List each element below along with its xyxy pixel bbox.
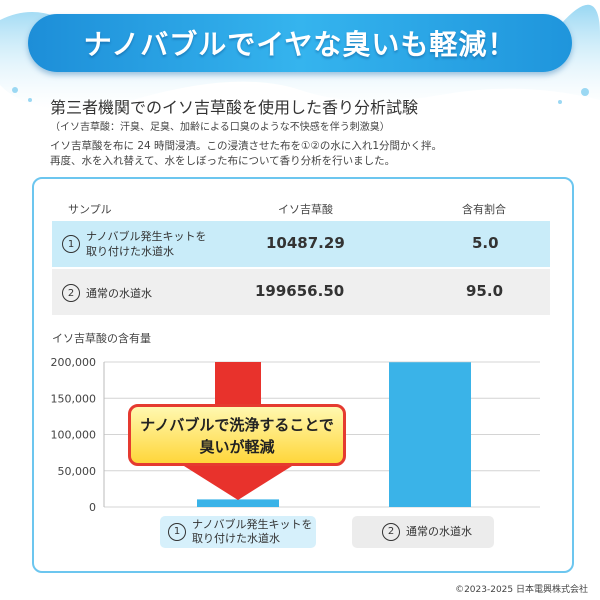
- callout-box: ナノバブルで洗浄することで 臭いが軽減: [128, 404, 346, 466]
- category-label-1: 1 ナノバブル発生キットを 取り付けた水道水: [160, 516, 316, 548]
- ratio-value: 95.0: [466, 282, 504, 300]
- circled-number: 1: [62, 235, 80, 253]
- description-line-1: イソ吉草酸を布に 24 時間浸漬。この浸漬させた布を①②の水に入れ1分間かく拌。: [50, 140, 443, 152]
- circled-number: 1: [168, 523, 186, 541]
- header-ratio: 含有割合: [462, 203, 506, 216]
- y-tick-label: 50,000: [58, 465, 97, 478]
- copyright: ©2023-2025 日本電興株式会社: [455, 585, 588, 595]
- callout-line-2: 臭いが軽減: [199, 438, 275, 456]
- description-line-2: 再度、水を入れ替えて、水をしぼった布について香り分析を行いました。: [50, 155, 396, 167]
- y-tick-label: 200,000: [51, 356, 97, 369]
- sample-cell: 2 通常の水道水: [62, 284, 152, 302]
- table-row: 1 ナノバブル発生キットを 取り付けた水道水 10487.29 5.0: [52, 221, 550, 267]
- bar: [389, 362, 471, 507]
- headline-text: ナノバブルでイヤな臭いも軽減！: [83, 28, 517, 61]
- chart-title: イソ吉草酸の含有量: [52, 332, 151, 345]
- isovaleric-value: 199656.50: [255, 282, 345, 300]
- category-line1: 通常の水道水: [406, 525, 472, 538]
- bar: [197, 499, 279, 507]
- callout-text: ナノバブルで洗浄することで 臭いが軽減: [131, 414, 343, 458]
- category-line2: 取り付けた水道水: [192, 532, 280, 545]
- y-tick-label: 0: [89, 501, 96, 514]
- isovaleric-value: 10487.29: [266, 234, 345, 252]
- isovaleric-note: （イソ吉草酸：汗臭、足臭、加齢による口臭のような不快感を伴う刺激臭）: [50, 122, 390, 133]
- category-line1: ナノバブル発生キットを: [192, 518, 313, 531]
- table-row: 2 通常の水道水 199656.50 95.0: [52, 269, 550, 315]
- test-description: イソ吉草酸を布に 24 時間浸漬。この浸漬させた布を①②の水に入れ1分間かく拌。…: [50, 139, 442, 169]
- y-tick-label: 100,000: [51, 429, 97, 442]
- category-label-2: 2 通常の水道水: [352, 516, 494, 548]
- circled-number: 2: [62, 284, 80, 302]
- ratio-value: 5.0: [472, 234, 499, 252]
- circled-number: 2: [382, 523, 400, 541]
- header-isovaleric: イソ吉草酸: [278, 203, 333, 216]
- y-tick-label: 150,000: [51, 392, 97, 405]
- header-sample: サンプル: [68, 203, 112, 216]
- sample-label-line1: ナノバブル発生キットを: [86, 230, 207, 243]
- headline-banner: ナノバブルでイヤな臭いも軽減！: [28, 14, 572, 72]
- sample-cell: 1 ナノバブル発生キットを 取り付けた水道水: [62, 229, 206, 259]
- table-header: サンプル イソ吉草酸 含有割合: [52, 196, 550, 220]
- sample-label-line1: 通常の水道水: [86, 286, 152, 300]
- test-subtitle: 第三者機関でのイソ吉草酸を使用した香り分析試験: [50, 98, 419, 117]
- sample-label-line2: 取り付けた水道水: [86, 245, 174, 258]
- callout-line-1: ナノバブルで洗浄することで: [140, 416, 334, 434]
